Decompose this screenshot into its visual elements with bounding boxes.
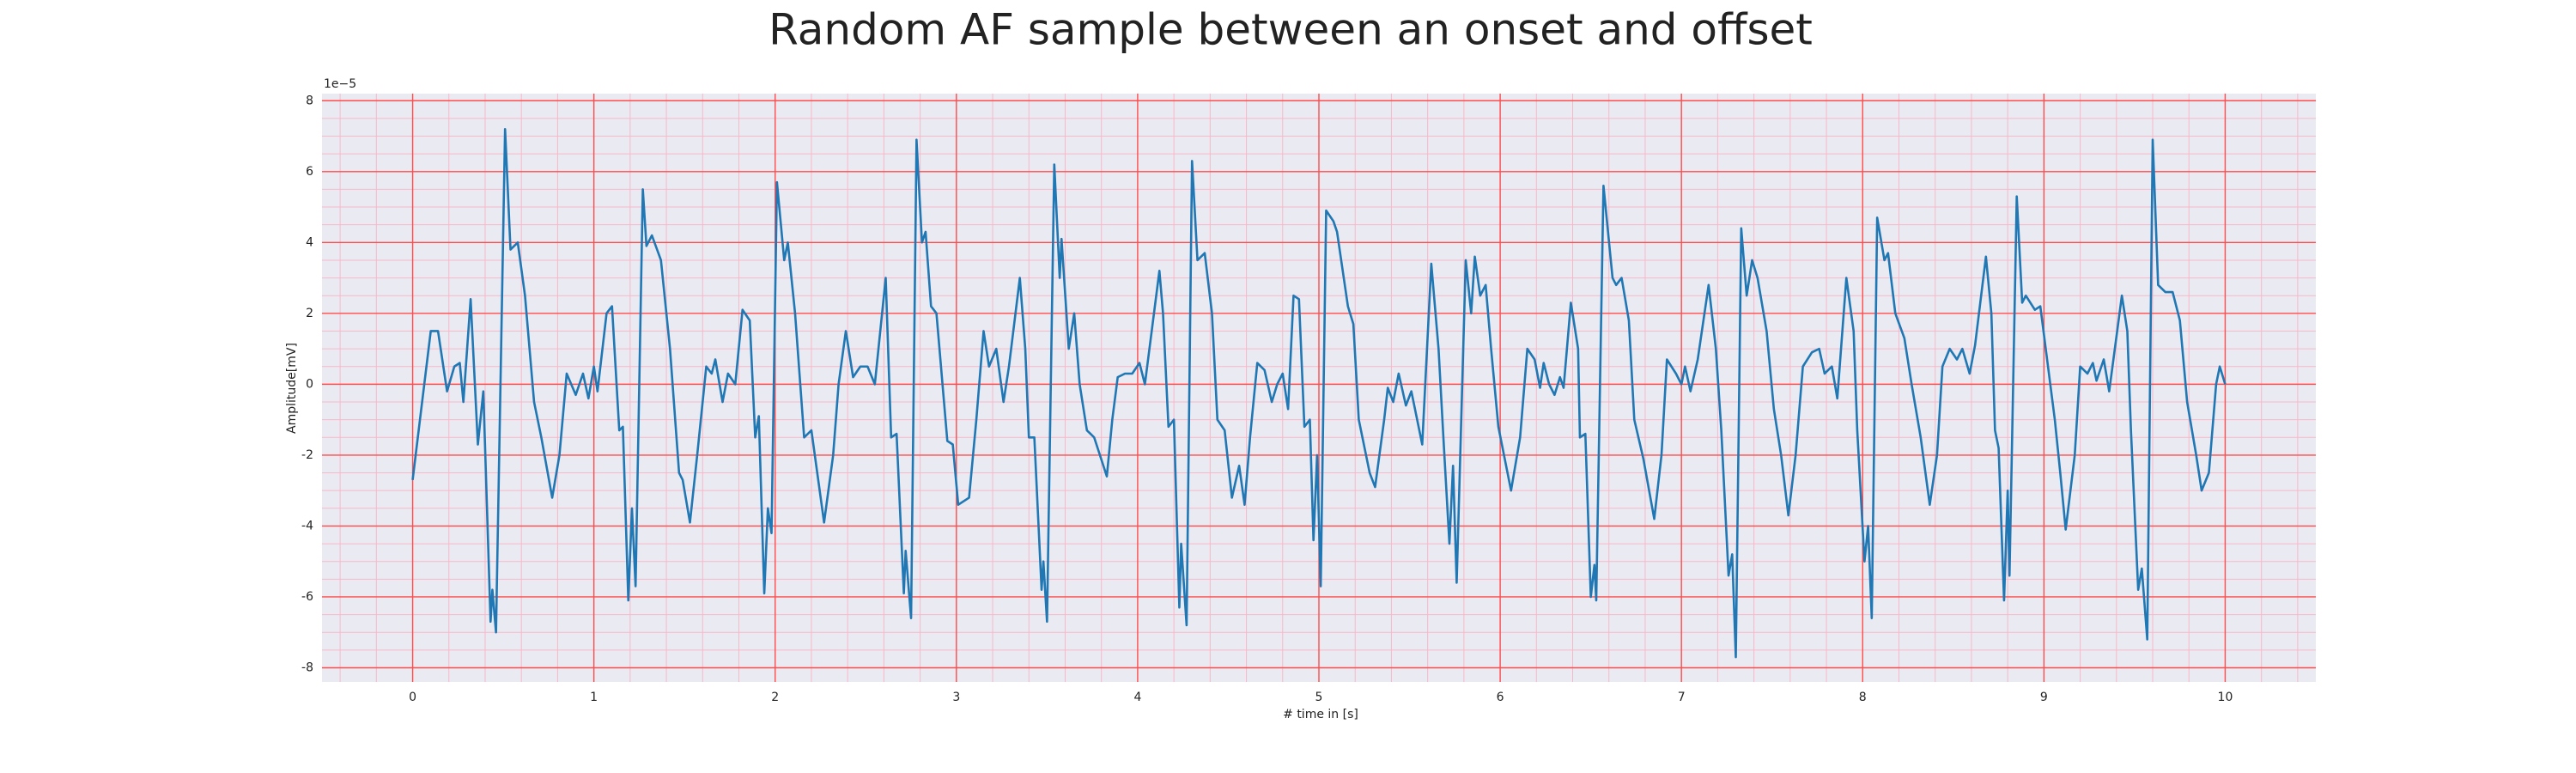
x-tick-label: 7	[1678, 691, 1686, 704]
grid	[322, 94, 2316, 682]
x-tick-label: 8	[1859, 691, 1867, 704]
x-tick-label: 0	[409, 691, 416, 704]
x-tick-label: 4	[1133, 691, 1141, 704]
y-tick-label: -6	[301, 590, 313, 604]
y-tick-label: -4	[301, 519, 313, 533]
x-tick-label: 9	[2040, 691, 2048, 704]
x-tick-label: 5	[1315, 691, 1323, 704]
y-tick-label: 0	[306, 377, 313, 391]
y-tick-label: 8	[306, 94, 313, 107]
y-tick-label: 4	[306, 235, 313, 249]
y-tick-label: 2	[306, 307, 313, 320]
offset-label: 1e−5	[324, 77, 356, 91]
x-tick-label: 10	[2218, 691, 2233, 704]
y-tick-label: 6	[306, 165, 313, 179]
x-tick-label: 2	[771, 691, 779, 704]
x-tick-label: 1	[590, 691, 598, 704]
signal-line	[411, 127, 2227, 659]
y-axis-label: Amplitude[mV]	[285, 343, 299, 434]
x-axis-label: # time in [s]	[1283, 708, 1358, 721]
chart-title: Random AF sample between an onset and of…	[769, 5, 1813, 55]
y-tick-label: -8	[301, 660, 313, 674]
x-tick-label: 6	[1497, 691, 1504, 704]
x-tick-label: 3	[952, 691, 960, 704]
y-tick-label: -2	[301, 448, 313, 462]
